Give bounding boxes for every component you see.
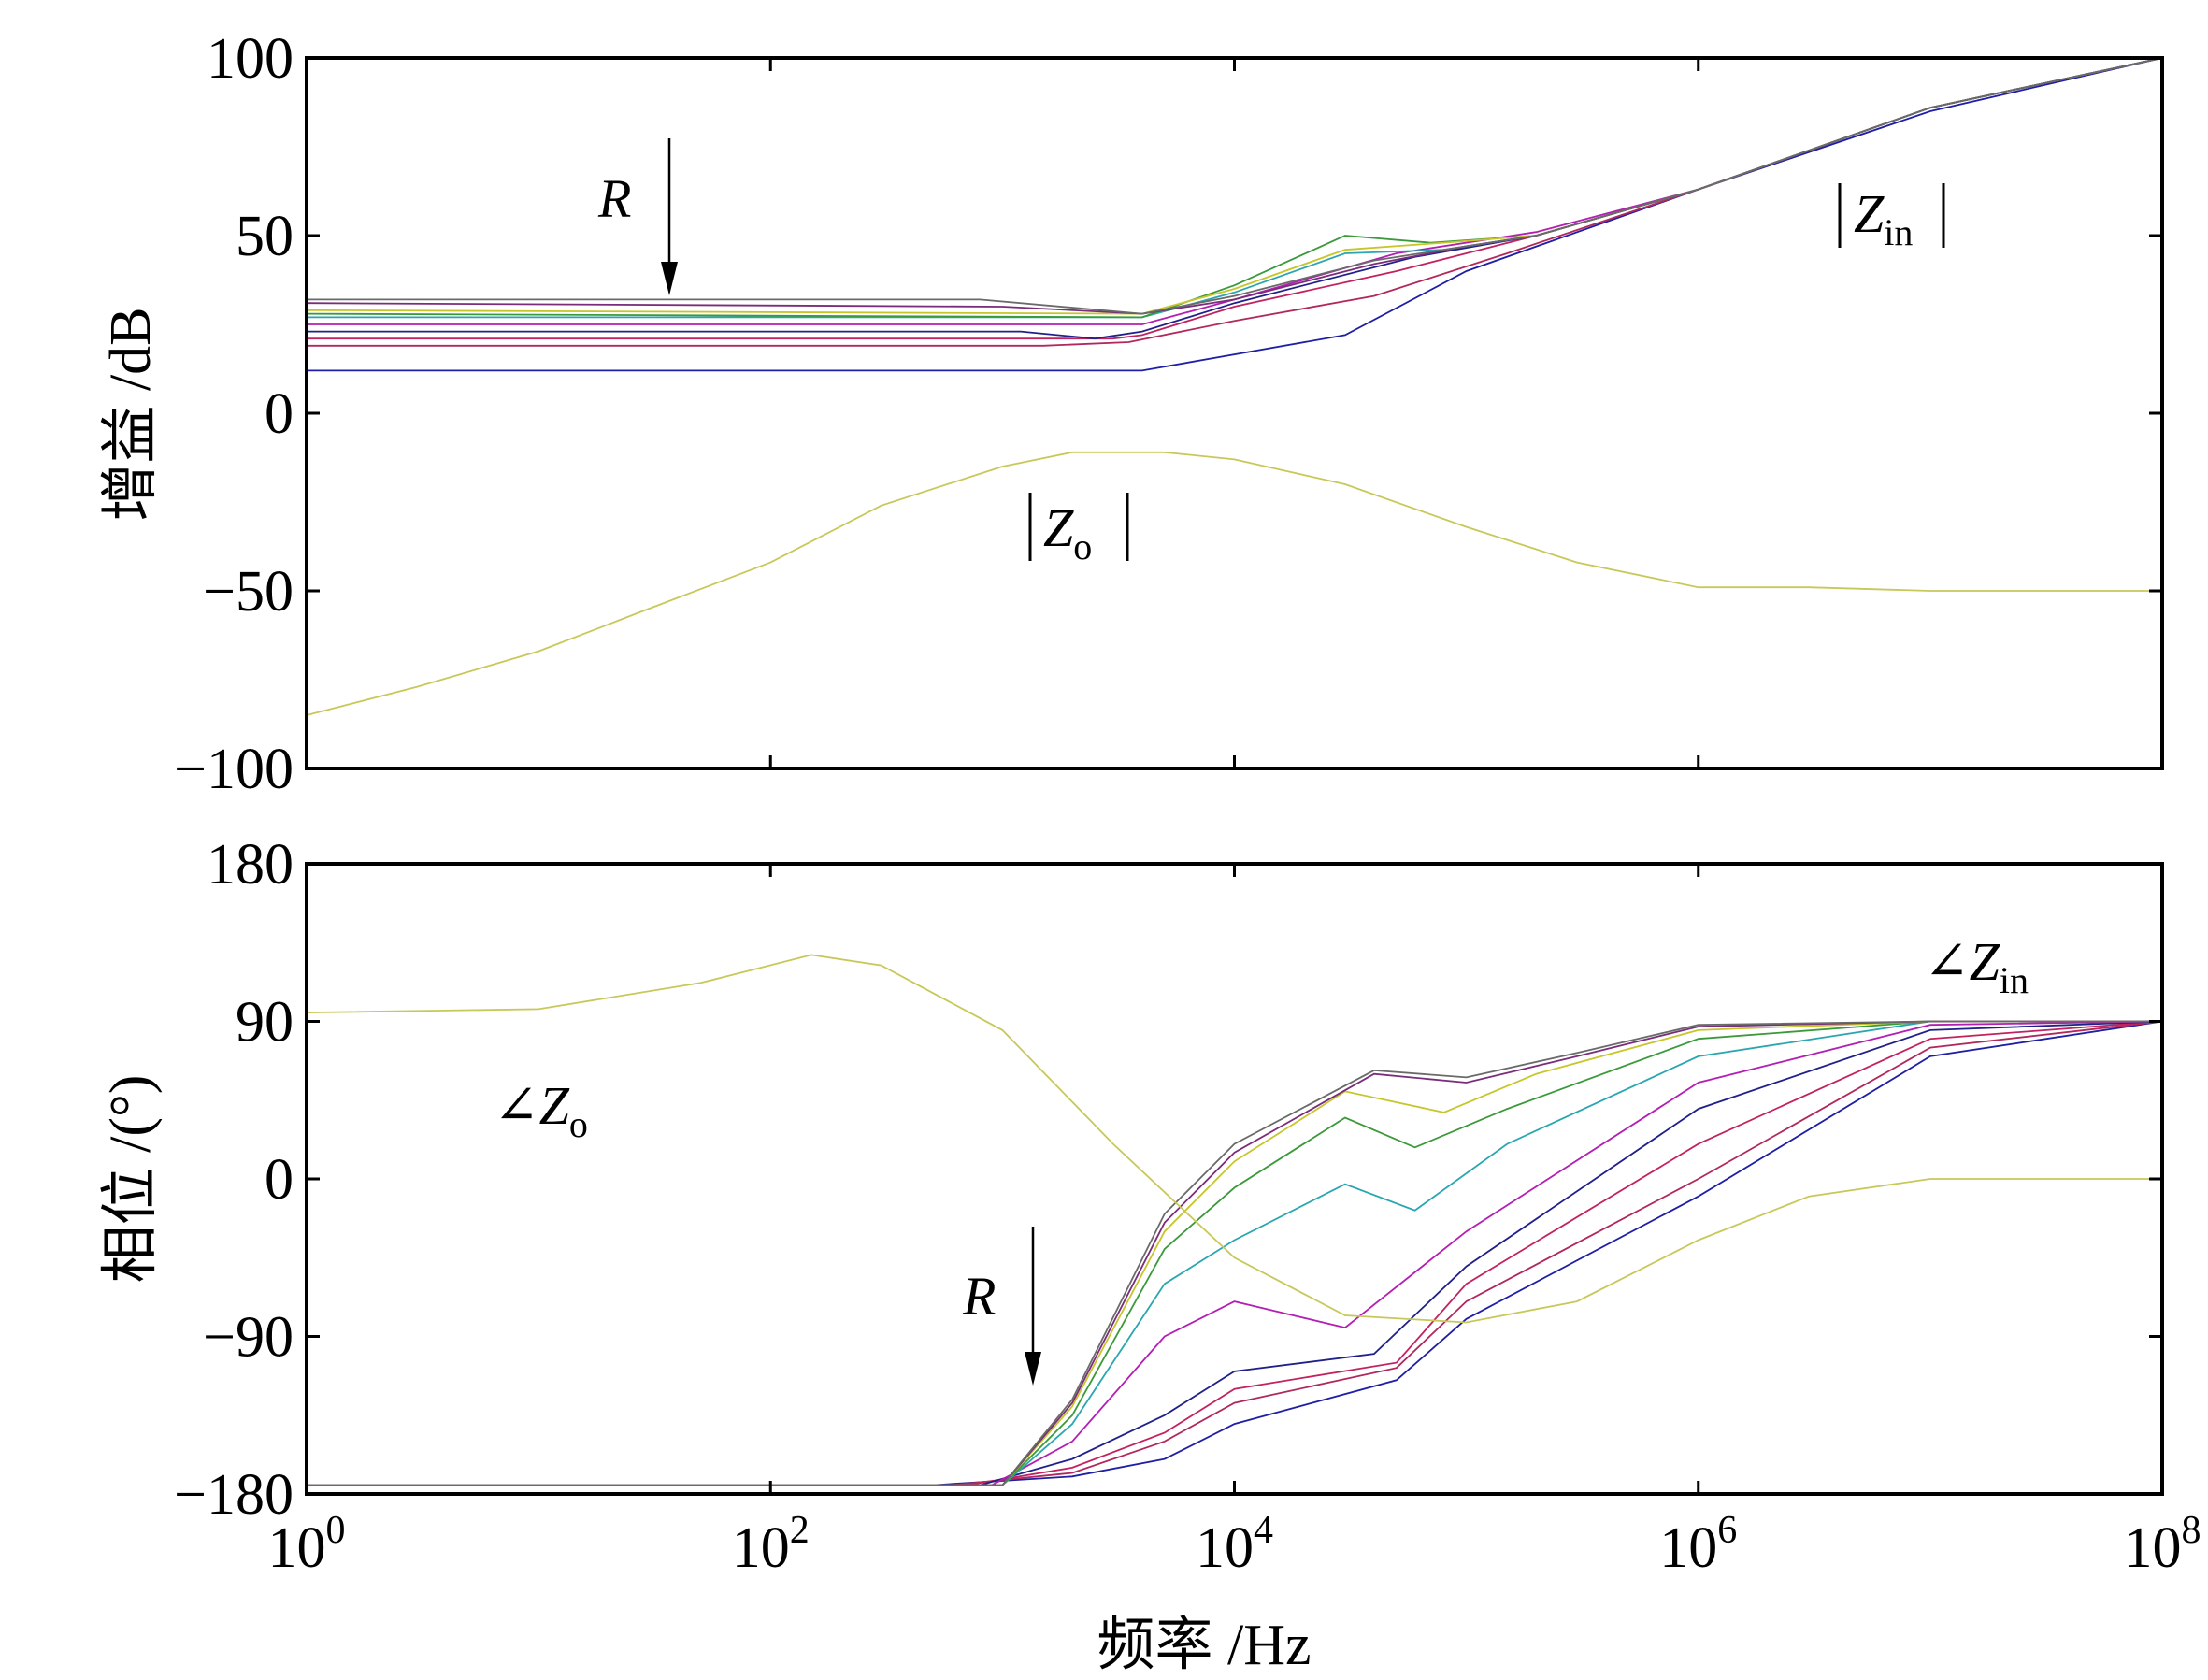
phase-y-axis-label: 相位 /(°)	[99, 1075, 163, 1284]
zo-magnitude-label: Zo	[1028, 493, 1129, 567]
phase-zin-series-0	[307, 1020, 2163, 1486]
xtick-label: 108	[2124, 1509, 2201, 1580]
zin-phase-label: ∠Zin	[1924, 931, 2029, 1001]
gain-zin-series-0	[307, 57, 2163, 372]
gain-y-ticks: −100 −50 0 50 100	[174, 27, 2162, 801]
gain-zo-series	[306, 451, 2162, 716]
xtick-label: 106	[1659, 1509, 1737, 1580]
zo-mag-z: Z	[1043, 497, 1074, 558]
gain-ytick-label: 50	[236, 205, 294, 268]
zin-mag-z: Z	[1854, 183, 1885, 244]
xtick-label: 100	[268, 1509, 346, 1580]
phase-curves	[306, 954, 2163, 1486]
gain-ytick-label: −100	[174, 738, 294, 801]
gain-curves	[306, 57, 2163, 716]
phase-r-label: R	[962, 1266, 996, 1327]
phase-zo-series	[306, 954, 2162, 1324]
phase-ytick-label: −180	[174, 1463, 294, 1527]
phase-panel: −180 −90 0 90 180 100 102 104 106 108 相位 /(°) 频率…	[99, 833, 2201, 1677]
phase-zin-series-4	[307, 1020, 2163, 1486]
phase-zin-series-8	[307, 1020, 2162, 1486]
phase-y-ticks: −180 −90 0 90 180	[174, 833, 2162, 1527]
phase-zin-series-1	[307, 1020, 2163, 1486]
zin-phase-sub: in	[2000, 959, 2029, 1001]
phase-zin-series-5	[307, 1020, 2162, 1486]
zo-mag-sub: o	[1073, 525, 1092, 567]
phase-zin-series-7	[307, 1020, 2162, 1486]
gain-y-axis-label: 增益 /dB	[99, 307, 163, 521]
gain-ytick-label: 0	[265, 382, 294, 446]
gain-r-label: R	[597, 168, 631, 229]
svg-text:Zin: Zin	[1854, 183, 1913, 253]
phase-ytick-label: 0	[265, 1148, 294, 1212]
xtick-label: 102	[732, 1509, 810, 1580]
zin-phase-z: ∠Z	[1924, 931, 2000, 992]
zo-phase-label: ∠Zo	[494, 1075, 588, 1145]
phase-zin-series-2	[307, 1020, 2163, 1486]
phase-ytick-label: 90	[236, 991, 294, 1055]
svg-text:Zo: Zo	[1043, 497, 1092, 567]
zo-phase-sub: o	[569, 1103, 588, 1145]
phase-ytick-label: −90	[203, 1306, 294, 1370]
gain-zin-series-9	[307, 57, 2163, 315]
phase-r-arrow	[1025, 1227, 1041, 1386]
phase-zin-series-9	[307, 1020, 2162, 1486]
zin-magnitude-label: Zin	[1838, 183, 1945, 253]
zin-mag-sub: in	[1884, 211, 1913, 253]
phase-x-ticks: 100 102 104 106 108	[268, 864, 2201, 1580]
phase-zin-series-3	[307, 1020, 2163, 1486]
gain-x-ticks	[305, 58, 2164, 768]
gain-plot-frame	[305, 56, 2164, 770]
phase-plot-frame	[305, 862, 2164, 1496]
phase-ytick-label: 180	[207, 833, 294, 897]
phase-zin-series-6	[307, 1020, 2162, 1486]
gain-ytick-label: −50	[203, 560, 294, 624]
zo-phase-z: ∠Z	[494, 1075, 570, 1136]
x-axis-label: 频率 /Hz	[1097, 1614, 1311, 1677]
xtick-label: 104	[1196, 1509, 1273, 1580]
gain-ytick-label: 100	[207, 27, 294, 91]
gain-panel: −100 −50 0 50 100 增益 /dB R Zin Zo	[99, 27, 2164, 801]
gain-r-arrow	[661, 138, 678, 295]
